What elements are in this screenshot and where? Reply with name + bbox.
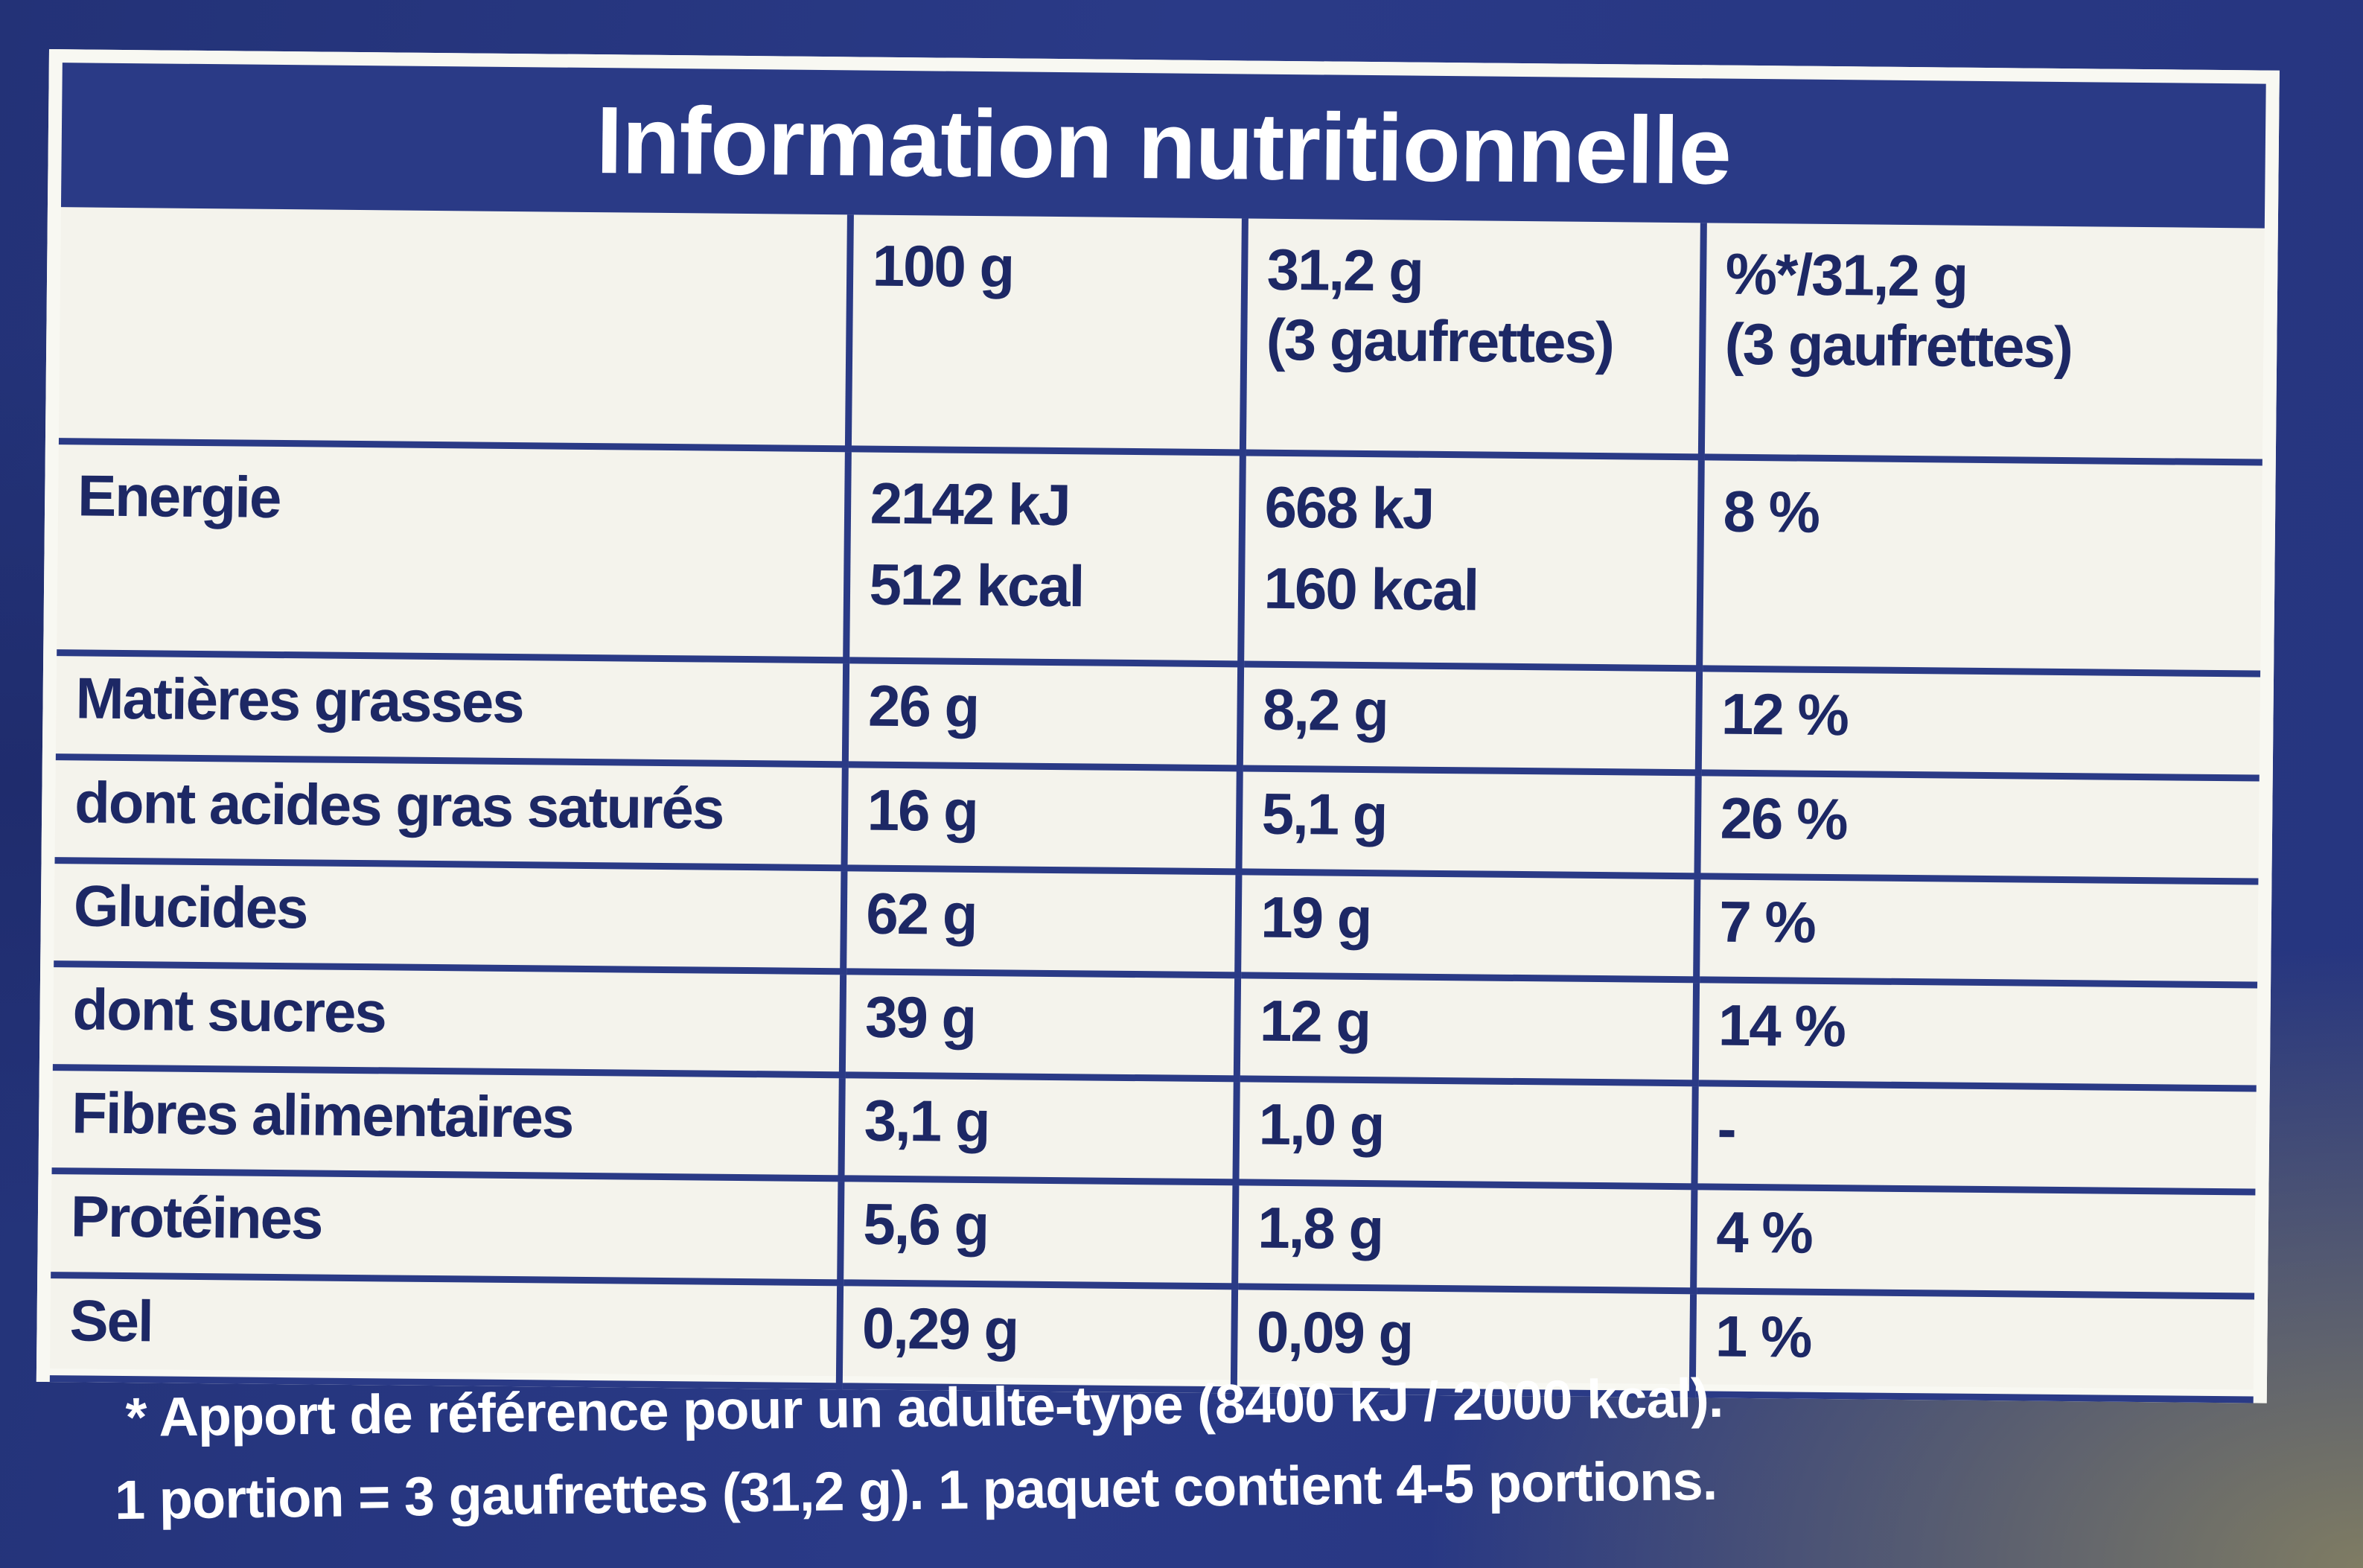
header-per-portion-label: 31,2 g <box>1266 236 1423 304</box>
header-reference-intake-sub: (3 gaufrettes) <box>1724 310 2073 380</box>
nutrient-label: dont sucres <box>52 963 844 1076</box>
nutrient-per-100g: 39 g <box>841 971 1238 1080</box>
nutrient-reference-intake: 7 % <box>1696 876 2259 986</box>
title-band: Information nutritionnelle <box>60 63 2266 229</box>
table-row: Glucides 62 g 19 g 7 % <box>54 860 2259 986</box>
header-row: 100 g 31,2 g (3 gaufrettes) %*/31,2 g (3… <box>58 207 2265 462</box>
nutrient-per-portion: 12 g <box>1236 975 1697 1084</box>
nutrient-per-portion: 1,0 g <box>1235 1079 1695 1188</box>
table-row: Fibres alimentaires 3,1 g 1,0 g - <box>51 1067 2257 1193</box>
nutrient-reference-intake: 1 % <box>1691 1290 2255 1400</box>
header-per-100g-label: 100 g <box>872 232 1014 300</box>
header-per-portion: 31,2 g (3 gaufrettes) <box>1242 218 1703 457</box>
energy-per-100g-kcal: 512 kcal <box>869 551 1084 619</box>
nutrient-per-100g: 26 g <box>844 660 1241 768</box>
nutrient-per-portion: 8,2 g <box>1239 664 1700 773</box>
energy-reference-intake: 8 % <box>1699 456 2262 675</box>
nutrition-table: 100 g 31,2 g (3 gaufrettes) %*/31,2 g (3… <box>49 207 2265 1403</box>
nutrient-label: Glucides <box>54 860 844 972</box>
nutrient-reference-intake: 26 % <box>1697 772 2260 882</box>
nutrient-reference-intake: 12 % <box>1697 669 2261 778</box>
nutrient-label: Protéines <box>51 1171 841 1283</box>
nutrient-per-portion: 19 g <box>1237 871 1697 980</box>
energy-per-portion-kj: 668 kJ <box>1264 474 1434 541</box>
nutrient-per-100g: 5,6 g <box>840 1179 1236 1287</box>
nutrient-per-portion: 1,8 g <box>1234 1182 1694 1291</box>
nutrient-label: Matières grasses <box>55 652 846 765</box>
nutrient-reference-intake: 14 % <box>1694 979 2258 1089</box>
header-reference-intake: %*/31,2 g (3 gaufrettes) <box>1700 223 2265 462</box>
energy-per-portion-kcal: 160 kcal <box>1263 555 1479 623</box>
table-row: dont acides gras saturés 16 g 5,1 g 26 % <box>54 756 2260 882</box>
label-title: Information nutritionnelle <box>596 86 1732 205</box>
header-per-portion-sub: (3 gaufrettes) <box>1266 306 1614 375</box>
header-per-100g: 100 g <box>847 214 1245 453</box>
nutrition-label: Information nutritionnelle 100 g 31,2 g … <box>36 49 2280 1403</box>
energy-per-100g-kj: 2142 kJ <box>870 470 1071 538</box>
nutrient-label: Fibres alimentaires <box>51 1067 842 1179</box>
energy-per-portion: 668 kJ 160 kcal <box>1240 452 1701 669</box>
nutrient-label: dont acides gras saturés <box>54 756 845 868</box>
nutrient-per-portion: 5,1 g <box>1238 768 1698 876</box>
energy-label: Energie <box>57 441 848 661</box>
energy-row: Energie 2142 kJ 512 kcal 668 kJ 160 kcal… <box>57 441 2262 675</box>
energy-per-100g: 2142 kJ 512 kcal <box>846 448 1243 665</box>
footnote: * Apport de référence pour un adulte-typ… <box>115 1357 1724 1541</box>
nutrient-per-100g: 3,1 g <box>841 1075 1237 1183</box>
table-row: Matières grasses 26 g 8,2 g 12 % <box>55 652 2261 778</box>
header-blank-cell <box>58 207 850 449</box>
nutrient-reference-intake: - <box>1694 1083 2257 1193</box>
nutrient-per-100g: 62 g <box>843 867 1239 975</box>
nutrient-reference-intake: 4 % <box>1693 1187 2256 1296</box>
nutrient-per-100g: 16 g <box>844 764 1240 872</box>
table-row: Protéines 5,6 g 1,8 g 4 % <box>51 1171 2256 1296</box>
header-reference-intake-label: %*/31,2 g <box>1725 240 1968 309</box>
